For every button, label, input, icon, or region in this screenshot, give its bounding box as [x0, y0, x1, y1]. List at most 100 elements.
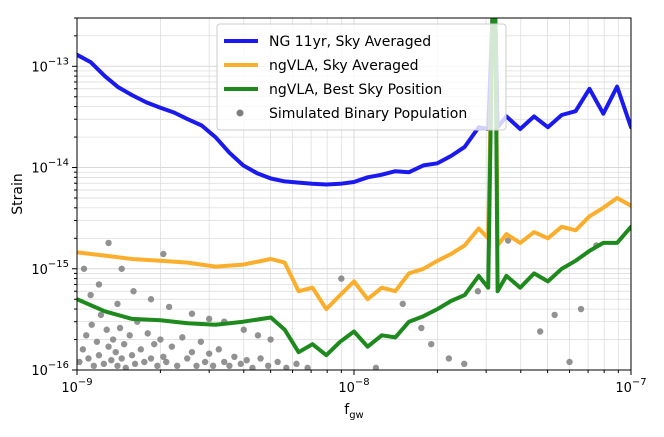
- series-line-ng-11yr-sky-averaged: [77, 18, 631, 187]
- x-tick-label-base: 10: [61, 381, 78, 396]
- y-tick-label-base: 10: [31, 263, 48, 278]
- scatter-point: [226, 362, 233, 370]
- series-line-ngvla-best-sky-position: [77, 18, 631, 358]
- x-tick-label: 10−8: [338, 377, 369, 396]
- scatter-point: [83, 332, 90, 339]
- scatter-point: [173, 362, 181, 370]
- scatter-point: [249, 364, 256, 370]
- scatter-point: [205, 315, 213, 323]
- y-tick-label-base: 10: [31, 60, 48, 75]
- scatter-point: [109, 336, 117, 343]
- scatter-point: [77, 358, 83, 366]
- scatter-point: [551, 311, 558, 319]
- x-tick-label-exponent: −8: [355, 377, 370, 388]
- scatter-point: [254, 332, 262, 339]
- scatter-point: [243, 356, 250, 364]
- legend: NG 11yr, Sky Averaged ngVLA, Sky Averaged…: [216, 23, 507, 131]
- scatter-point: [184, 355, 191, 362]
- scatter-point: [126, 332, 133, 339]
- scatter-point: [536, 328, 544, 335]
- scatter-point: [231, 353, 238, 361]
- scatter-point: [197, 338, 205, 345]
- scatter-point: [338, 275, 345, 282]
- scatter-point: [461, 360, 468, 368]
- scatter-point: [100, 360, 108, 368]
- scatter-point: [88, 321, 95, 328]
- scatter-point: [114, 300, 121, 308]
- scatter-point: [97, 311, 105, 319]
- scatter-point: [418, 324, 425, 332]
- y-tick-label: 10−14: [31, 158, 69, 177]
- scatter-point: [154, 362, 161, 370]
- scatter-point: [283, 364, 290, 370]
- scatter-point: [160, 353, 167, 361]
- scatter-point: [188, 310, 196, 317]
- scatter-point: [141, 358, 148, 366]
- scatter-point: [118, 355, 125, 362]
- scatter-point: [445, 355, 453, 362]
- x-tick-label: 10−9: [61, 377, 92, 396]
- y-tick-label-exponent: −15: [48, 259, 69, 270]
- scatter-point: [267, 336, 274, 343]
- y-axis-title: Strain: [10, 173, 26, 214]
- scatter-point: [114, 362, 121, 370]
- y-tick-label: 10−16: [31, 360, 69, 379]
- axis-ticks: [72, 17, 632, 375]
- scatter-point: [577, 305, 585, 313]
- y-tick-label-exponent: −16: [48, 360, 69, 371]
- scatter-point: [80, 265, 88, 272]
- scatter-point: [399, 300, 406, 308]
- scatter-point: [116, 324, 124, 332]
- x-tick-label: 10−7: [615, 377, 646, 396]
- scatter-point: [474, 288, 482, 295]
- scatter-point: [293, 360, 300, 368]
- y-tick-label-exponent: −13: [48, 56, 69, 67]
- scatter-point: [165, 303, 173, 311]
- scatter-point: [147, 296, 155, 303]
- scatter-point: [304, 364, 311, 370]
- scatter-point: [79, 346, 87, 353]
- series-line-ngvla-sky-averaged: [77, 18, 631, 312]
- x-axis-title: fgw: [344, 402, 363, 421]
- scatter-point: [95, 281, 103, 288]
- y-tick-label-base: 10: [31, 364, 48, 379]
- scatter-point: [118, 265, 125, 272]
- scatter-point: [274, 358, 281, 366]
- scatter-point: [205, 350, 213, 357]
- x-tick-label-exponent: −9: [78, 377, 93, 388]
- scatter-point: [237, 360, 244, 368]
- scatter-point: [257, 355, 264, 362]
- legend-label-ngvla-sky-averaged: ngVLA, Sky Averaged: [269, 58, 419, 74]
- series-simulated-binary-population: [77, 237, 600, 370]
- scatter-point: [151, 340, 158, 348]
- legend-label-simulated-binary-population: Simulated Binary Population: [269, 106, 467, 122]
- scatter-point: [264, 362, 272, 370]
- scatter-point: [201, 358, 209, 366]
- scatter-point: [188, 348, 196, 356]
- y-tick-label: 10−15: [31, 259, 69, 278]
- scatter-point: [215, 346, 222, 353]
- scatter-point: [193, 362, 200, 370]
- scatter-point: [168, 343, 176, 350]
- scatter-point: [131, 360, 139, 368]
- legend-label-ngvla-best-sky-position: ngVLA, Best Sky Position: [269, 82, 442, 98]
- scatter-point: [179, 334, 186, 341]
- scatter-point: [147, 355, 155, 362]
- y-tick-label-base: 10: [31, 162, 48, 177]
- y-tick-label-exponent: −14: [48, 158, 69, 169]
- scatter-point: [504, 237, 512, 244]
- x-tick-label-exponent: −7: [632, 377, 647, 388]
- x-tick-label-base: 10: [615, 381, 632, 396]
- scatter-point: [105, 239, 112, 247]
- scatter-point: [93, 338, 101, 345]
- scatter-point: [221, 358, 228, 366]
- scatter-point: [163, 358, 170, 366]
- x-axis-title-subscript: gw: [349, 410, 364, 421]
- scatter-point: [122, 364, 129, 370]
- scatter-point: [108, 356, 115, 364]
- legend-box: [216, 23, 507, 131]
- scatter-point: [566, 358, 573, 366]
- scatter-point: [209, 362, 217, 370]
- x-tick-label-base: 10: [338, 381, 355, 396]
